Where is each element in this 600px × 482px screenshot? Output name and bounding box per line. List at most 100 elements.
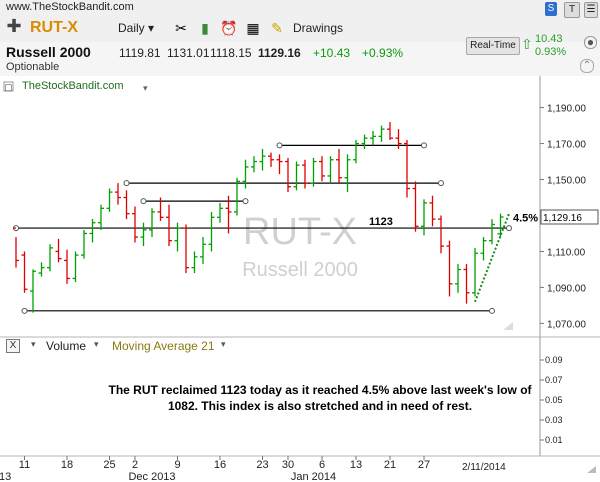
chart-label-dropdown-icon[interactable]: ▾ xyxy=(143,83,148,93)
ohlc-bar xyxy=(412,181,419,232)
collapse-icon[interactable]: ⌃ xyxy=(580,59,594,73)
add-icon[interactable]: ✚ xyxy=(6,16,22,36)
ohlc-bar xyxy=(344,154,351,193)
volume-label[interactable]: Volume xyxy=(46,339,87,353)
ohlc-bar xyxy=(98,204,104,230)
alarm-icon[interactable]: ⏰ xyxy=(220,20,238,36)
ma-dropdown-icon[interactable]: ▾ xyxy=(221,339,226,349)
settings-icon[interactable]: ● xyxy=(584,36,597,49)
volume-dropdown-icon[interactable]: ▾ xyxy=(31,339,36,349)
ohlc-bar xyxy=(259,148,266,171)
toolbar: www.TheStockBandit.com ✚ RUT-X Daily ▾ ✂… xyxy=(0,0,600,43)
ohlc-bar xyxy=(72,251,79,283)
scroll-grip-icon xyxy=(503,322,513,330)
price-chart: ▢ ▾ RUT-X Russell 2000 1,070.00 1,090.00 1… xyxy=(0,76,600,482)
close-volume-button[interactable]: X xyxy=(6,339,20,353)
ohlc-bar xyxy=(404,139,410,198)
ohlc-bar xyxy=(217,202,223,223)
ohlc-bar xyxy=(157,197,164,221)
chart-collapse-icon[interactable] xyxy=(3,81,14,92)
chart-source-label[interactable]: TheStockBandit.com xyxy=(22,80,124,92)
last-value: 1129.16 xyxy=(258,46,301,60)
level-handle xyxy=(489,307,495,314)
ohlc-bar xyxy=(30,269,36,313)
y-tick-label: 1,110.00 xyxy=(547,247,586,258)
ohlc-bar xyxy=(361,134,368,149)
x-tick-label: 6 xyxy=(319,459,325,471)
ohlc-bar xyxy=(140,222,147,247)
high-value: 1131.01 xyxy=(167,46,210,60)
y-tick-label: 1,190.00 xyxy=(547,104,586,115)
optionable-label: Optionable xyxy=(6,61,60,73)
y-tick-label: 1,150.00 xyxy=(547,176,586,187)
interval-dropdown[interactable]: Daily ▾ xyxy=(118,21,155,35)
volume-tick-label: 0.09 xyxy=(545,355,563,365)
tools-icon[interactable]: ✂ xyxy=(175,20,187,36)
open-value: 1119.81 xyxy=(119,46,161,60)
ohlc-bar xyxy=(395,129,402,149)
ohlc-bar xyxy=(38,262,45,277)
x-tick-label: 25 xyxy=(103,459,115,471)
ohlc-bar xyxy=(64,249,70,284)
ohlc-bar xyxy=(242,159,249,189)
trend-label: 4.5% xyxy=(513,213,538,225)
ohlc-bar xyxy=(13,227,19,268)
x-group-label: Dec 2013 xyxy=(128,471,175,482)
site-url[interactable]: www.TheStockBandit.com xyxy=(6,1,134,13)
share-icon[interactable]: S xyxy=(545,2,557,16)
ohlc-bar xyxy=(234,177,240,216)
x-tick-label: 30 xyxy=(282,459,294,471)
level-handle xyxy=(506,225,512,232)
watermark-symbol: RUT-X xyxy=(243,211,357,253)
level-handle xyxy=(242,198,249,205)
current-price-box xyxy=(540,209,599,225)
ohlc-bar xyxy=(463,264,470,304)
x-tick-label: 23 xyxy=(256,459,268,471)
x-group-label: Jan 2014 xyxy=(291,471,336,482)
menu-icon[interactable]: ☰ xyxy=(584,2,598,18)
trend-line: 4.5% xyxy=(474,213,538,330)
indicator-icon[interactable]: ▮ xyxy=(201,20,209,36)
level-handle xyxy=(421,142,427,149)
y-tick-label: 1,090.00 xyxy=(547,283,586,294)
level-handle xyxy=(21,307,28,314)
ohlc-bar xyxy=(489,219,495,245)
ohlc-bar xyxy=(310,157,317,187)
ohlc-bar xyxy=(183,224,189,274)
volume-menu-icon[interactable]: ▾ xyxy=(94,339,99,349)
x-tick-label: 21 xyxy=(384,459,396,471)
ohlc-bar xyxy=(225,195,232,234)
symbol-input[interactable]: RUT-X xyxy=(30,19,78,36)
volume-tick-label: 0.07 xyxy=(545,375,563,385)
price-axis: 1,070.001,090.001,110.001,130.001,150.00… xyxy=(0,76,600,457)
watermark-name: Russell 2000 xyxy=(242,259,358,281)
ohlc-bar xyxy=(208,211,215,252)
ohlc-bar xyxy=(480,237,487,261)
ohlc-bar xyxy=(446,240,453,297)
y-tick-label: 1,170.00 xyxy=(547,140,586,151)
ohlc-bar xyxy=(276,154,283,175)
current-date-label: 2/11/2014 xyxy=(462,462,506,473)
ohlc-bar xyxy=(438,215,444,254)
table-icon[interactable]: ▦ xyxy=(246,20,260,36)
annotation-note: The RUT reclaimed 1123 today as it reach… xyxy=(108,383,532,413)
x-tick-label: 11 xyxy=(19,459,30,471)
ohlc-bar xyxy=(327,156,334,184)
drawings-button[interactable]: Drawings xyxy=(293,21,344,35)
rt-change: 10.43 xyxy=(535,33,563,45)
change-pct-value: +0.93% xyxy=(362,46,404,60)
resize-grip-icon[interactable] xyxy=(587,466,596,473)
ohlc-bar xyxy=(429,195,436,227)
volume-tick-label: 0.01 xyxy=(545,435,563,445)
note-icon[interactable]: ✎ xyxy=(271,20,283,36)
level-label: 1123 xyxy=(369,216,393,228)
moving-average-label[interactable]: Moving Average 21 xyxy=(112,339,215,353)
ohlc-bar xyxy=(89,219,96,243)
ohlc-bar xyxy=(293,161,300,191)
realtime-button[interactable]: Real-Time xyxy=(466,37,520,55)
svg-text:▢: ▢ xyxy=(4,82,13,92)
ohlc-bar xyxy=(191,251,198,274)
ohlc-bar xyxy=(123,190,130,220)
ohlc-bar xyxy=(106,188,113,212)
theme-icon[interactable]: T xyxy=(564,2,580,18)
